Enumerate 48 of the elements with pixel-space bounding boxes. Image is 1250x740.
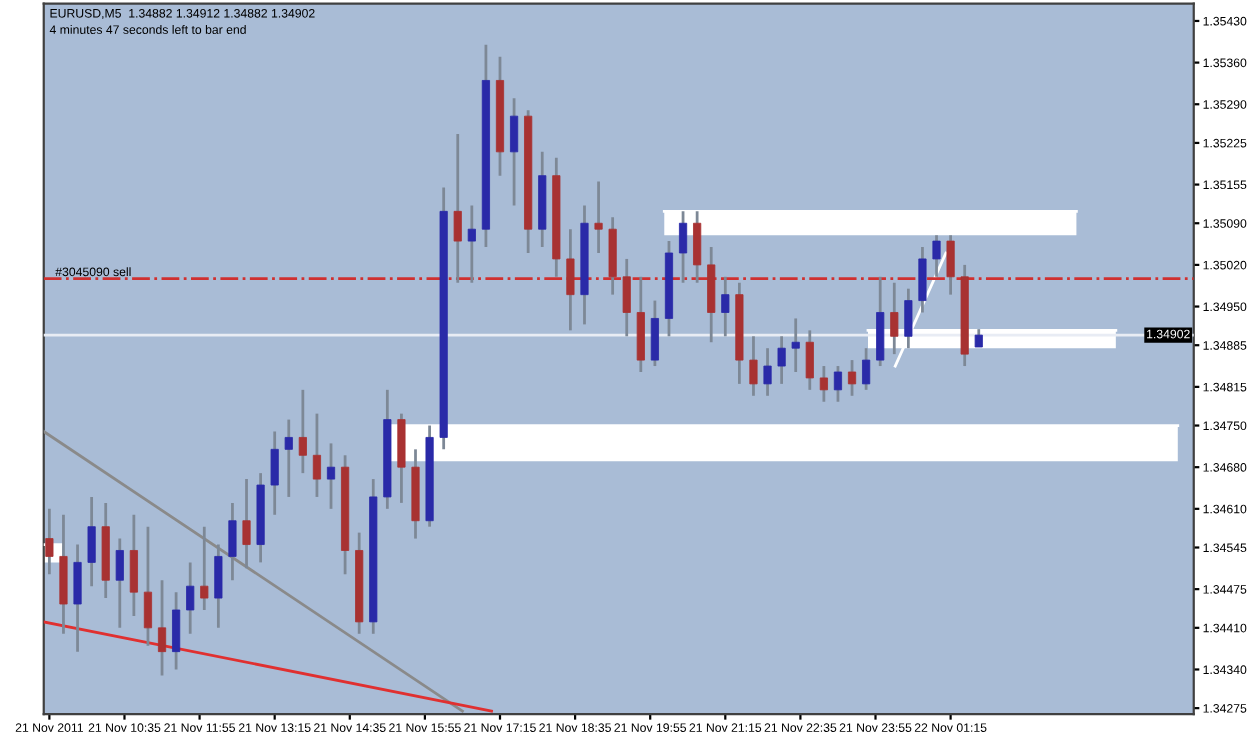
candlestick bbox=[636, 275, 645, 374]
candlestick bbox=[87, 495, 96, 588]
candlestick bbox=[763, 346, 772, 398]
candlestick bbox=[157, 578, 167, 677]
candlestick bbox=[594, 180, 603, 255]
candlestick bbox=[721, 275, 730, 338]
candlestick bbox=[172, 590, 181, 671]
candlestick bbox=[749, 334, 758, 398]
candlestick bbox=[819, 364, 828, 404]
candlestick bbox=[566, 227, 575, 332]
candlestick bbox=[129, 513, 138, 618]
candlestick bbox=[777, 334, 786, 386]
candlestick bbox=[678, 209, 688, 285]
candlestick bbox=[453, 132, 462, 285]
candlestick bbox=[847, 358, 857, 398]
candlestick bbox=[862, 346, 871, 392]
candlestick bbox=[932, 233, 941, 279]
candlestick bbox=[397, 412, 406, 505]
candlestick bbox=[890, 281, 899, 356]
candlestick bbox=[200, 525, 209, 612]
candlestick bbox=[946, 233, 955, 297]
candlestick bbox=[284, 418, 293, 499]
candlestick bbox=[833, 364, 843, 404]
candlestick bbox=[228, 501, 237, 582]
candlestick bbox=[608, 215, 617, 297]
candlestick bbox=[904, 287, 913, 350]
candlestick bbox=[326, 442, 336, 511]
candlestick bbox=[791, 317, 800, 374]
candlestick bbox=[270, 430, 279, 517]
candlestick bbox=[918, 245, 927, 314]
candlestick bbox=[242, 477, 251, 570]
candlestick bbox=[73, 543, 82, 654]
candlestick bbox=[876, 275, 885, 368]
candlestick bbox=[805, 328, 814, 392]
candlestick bbox=[214, 543, 223, 630]
candlestick bbox=[693, 209, 702, 285]
candlestick bbox=[467, 204, 476, 285]
candlestick bbox=[510, 96, 519, 207]
candlestick bbox=[312, 412, 322, 499]
candlestick bbox=[115, 537, 124, 630]
candlestick bbox=[622, 257, 631, 338]
candlestick bbox=[45, 507, 54, 576]
candlestick bbox=[650, 299, 659, 368]
candlestick bbox=[707, 245, 716, 344]
candlestick bbox=[298, 388, 307, 475]
candlestick bbox=[143, 525, 153, 648]
candlestick bbox=[186, 560, 195, 636]
candlestick bbox=[59, 513, 68, 636]
